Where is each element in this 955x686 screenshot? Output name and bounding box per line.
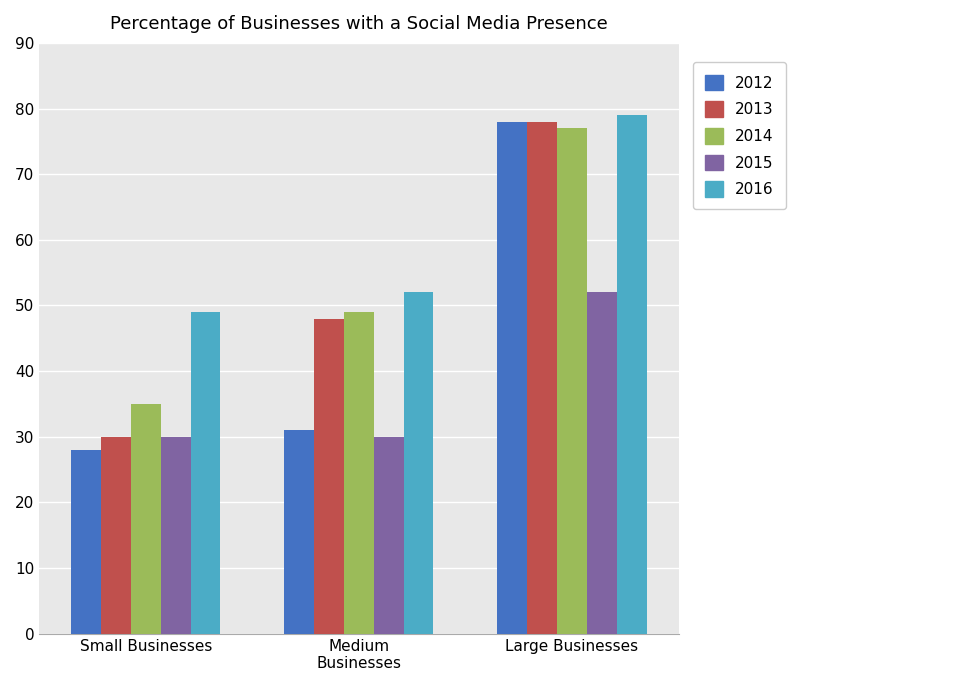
Bar (191, 312, 221, 634)
Legend: 2012, 2013, 2014, 2015, 2016: 2012, 2013, 2014, 2015, 2016 (692, 62, 786, 209)
Bar (587, 292, 617, 634)
Bar (527, 121, 557, 634)
Bar (557, 128, 587, 634)
Bar (373, 437, 404, 634)
Bar (131, 404, 160, 634)
Bar (498, 121, 527, 634)
Bar (72, 450, 101, 634)
Bar (314, 318, 344, 634)
Bar (101, 437, 131, 634)
Title: Percentage of Businesses with a Social Media Presence: Percentage of Businesses with a Social M… (110, 15, 607, 33)
Bar (160, 437, 191, 634)
Bar (344, 312, 373, 634)
Bar (285, 430, 314, 634)
Bar (617, 115, 647, 634)
Bar (404, 292, 434, 634)
